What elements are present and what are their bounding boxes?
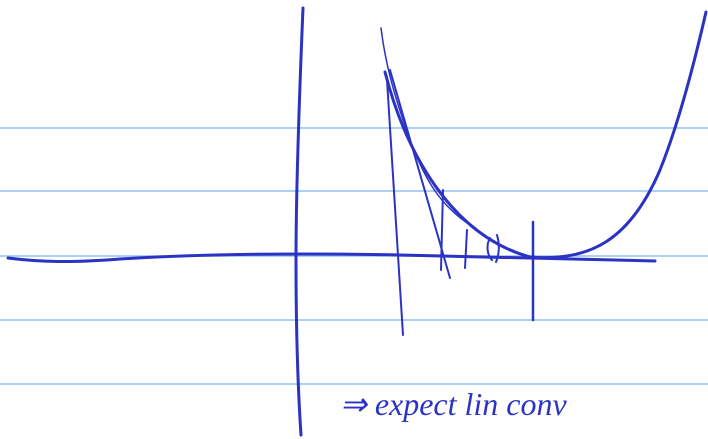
sketch: [8, 8, 706, 435]
ruled-lines: [0, 128, 708, 384]
annotation: ⇒ expect lin conv: [340, 386, 568, 422]
vertical-axis: [296, 8, 303, 435]
iterate-mark: [441, 190, 443, 270]
note-page: ⇒ expect lin conv: [0, 0, 708, 439]
iterate-mark: [465, 230, 467, 268]
